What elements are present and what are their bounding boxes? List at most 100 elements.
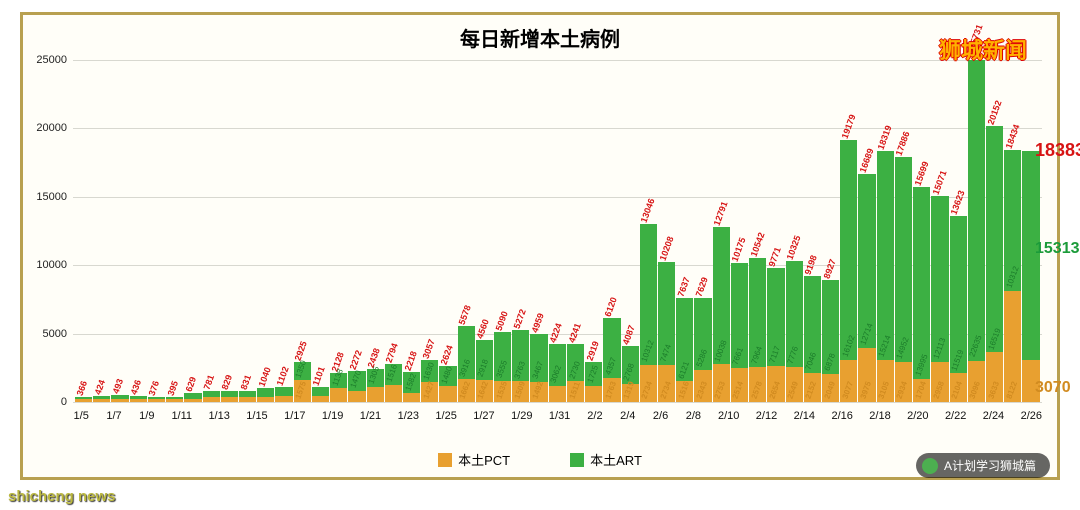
bar-group: 305716301427: [421, 60, 438, 402]
bar-group: 17886149522934: [895, 60, 912, 402]
y-tick-label: 10000: [36, 259, 67, 271]
bar-group: 1054279642578: [749, 60, 766, 402]
x-tick-label: [636, 410, 652, 422]
bar-group: 18319152143105: [877, 60, 894, 402]
bar-group: 26241480: [439, 60, 456, 402]
bar-pct-segment: [439, 386, 456, 402]
bar-group: 12791100382753: [713, 60, 730, 402]
bar-total-label: 3057: [420, 338, 436, 360]
legend-item-pct: 本土PCT: [438, 450, 510, 469]
x-tick-label: 2/6: [652, 410, 668, 422]
bar-group: 509035551535: [494, 60, 511, 402]
bar-group: 366: [75, 60, 92, 402]
bar-pct-segment: [221, 397, 238, 402]
chart-container: 每日新增本土病例 狮城新闻 05000100001500020000250003…: [0, 0, 1080, 510]
bar-total-label: 13046: [639, 197, 657, 224]
bar-group: 395: [166, 60, 183, 402]
x-tick-label: 2/12: [756, 410, 777, 422]
bar-total-label: 19179: [839, 113, 857, 140]
bar-group: 19179161023077: [840, 60, 857, 402]
bar-group: 495934671492: [530, 60, 547, 402]
bar-group: 829: [221, 60, 238, 402]
x-tick-label: 1/5: [73, 410, 89, 422]
bar-total-label: 493: [111, 378, 126, 396]
x-tick-label: 1/11: [171, 410, 192, 422]
wechat-badge: A计划学习狮城篇: [916, 453, 1050, 478]
bar-pct-segment: [312, 396, 329, 402]
x-tick-label: 2/16: [831, 410, 852, 422]
bar-group: 456029181642: [476, 60, 493, 402]
x-tick-label: 1/15: [246, 410, 267, 422]
x-tick-label: 1/19: [322, 410, 343, 422]
chart-frame: 每日新增本土病例 狮城新闻 05000100001500020000250003…: [20, 12, 1060, 480]
bar-art-segment: [913, 187, 930, 378]
bar-group: 22721470: [348, 60, 365, 402]
bar-total-label: 2794: [384, 342, 400, 364]
bar-pct-segment: [75, 399, 92, 402]
bar-group: 612043571763: [603, 60, 620, 402]
x-tick-label: 2/22: [945, 410, 966, 422]
x-axis-labels: 1/51/71/91/111/131/151/171/191/211/231/2…: [73, 410, 1042, 422]
bar-total-label: 5090: [493, 310, 509, 332]
x-tick-label: [777, 410, 793, 422]
bar-group: 13623115192104: [950, 60, 967, 402]
x-tick-label: [966, 410, 982, 422]
x-tick-label: 1/29: [511, 410, 532, 422]
legend-item-art: 本土ART: [570, 450, 642, 469]
x-tick-label: 2/24: [983, 410, 1004, 422]
x-tick-label: [570, 410, 586, 422]
y-tick-label: 25000: [36, 54, 67, 66]
bar-group: 1017576612514: [731, 60, 748, 402]
bar-total-label: 4560: [475, 317, 491, 339]
bar-group: 25731226353096: [968, 60, 985, 402]
bar-total-label: 15071: [930, 169, 948, 196]
bar-total-label: 366: [74, 379, 89, 397]
bar-group: 557839161662: [458, 60, 475, 402]
y-tick-label: 0: [61, 396, 67, 408]
legend: 本土PCT 本土ART: [23, 450, 1057, 469]
bar-group: 977171172654: [767, 60, 784, 402]
bar-total-label: 9771: [767, 246, 783, 268]
bar-group: 24381305: [367, 60, 384, 402]
bar-group: 1032577762549: [786, 60, 803, 402]
bar-total-label: 16689: [858, 147, 876, 174]
bar-total-label: 436: [129, 379, 144, 397]
x-tick-label: [343, 410, 359, 422]
x-tick-label: 2/4: [620, 410, 636, 422]
bar-pct-segment: [130, 399, 147, 402]
x-tick-label: 1/9: [139, 410, 155, 422]
bar-total-label: 4241: [566, 322, 582, 344]
bar-art-segment: [968, 60, 985, 361]
bar-group: 16689127143975: [858, 60, 875, 402]
bar-total-label: 829: [220, 373, 235, 391]
bar-total-label: 18434: [1003, 123, 1021, 150]
bars-group: 3664244934363763956297818298311040110229…: [73, 60, 1042, 402]
x-tick-label: 1/25: [435, 410, 456, 422]
bar-group: 15071121132958: [931, 60, 948, 402]
bar-group: 292513501575: [294, 60, 311, 402]
bar-group: 831: [239, 60, 256, 402]
x-tick-label: [381, 410, 397, 422]
bar-total-label: 395: [165, 379, 180, 397]
x-tick-label: [702, 410, 718, 422]
legend-label-pct: 本土PCT: [458, 450, 510, 469]
bar-total-label: 376: [147, 379, 162, 397]
bar-total-label: 8927: [821, 258, 837, 280]
final-art-label: 15313: [1035, 240, 1080, 258]
bar-group: 1020874742734: [658, 60, 675, 402]
bar-pct-segment: [257, 397, 274, 402]
bar-total-label: 15699: [912, 160, 930, 187]
x-tick-label: 1/27: [473, 410, 494, 422]
bar-group: 376: [148, 60, 165, 402]
bar-group: 22181582: [403, 60, 420, 402]
bar-art-segment: [877, 151, 894, 359]
chart-title: 每日新增本土病例: [23, 15, 1057, 56]
bar-group: 29191725: [585, 60, 602, 402]
bar-total-label: 13623: [949, 189, 967, 216]
x-tick-label: 2/18: [869, 410, 890, 422]
bar-group: 20152165193633: [986, 60, 1003, 402]
x-tick-label: 1/31: [549, 410, 570, 422]
bar-art-segment: [275, 387, 292, 396]
bar-group: 27941516: [385, 60, 402, 402]
x-tick-label: [853, 410, 869, 422]
